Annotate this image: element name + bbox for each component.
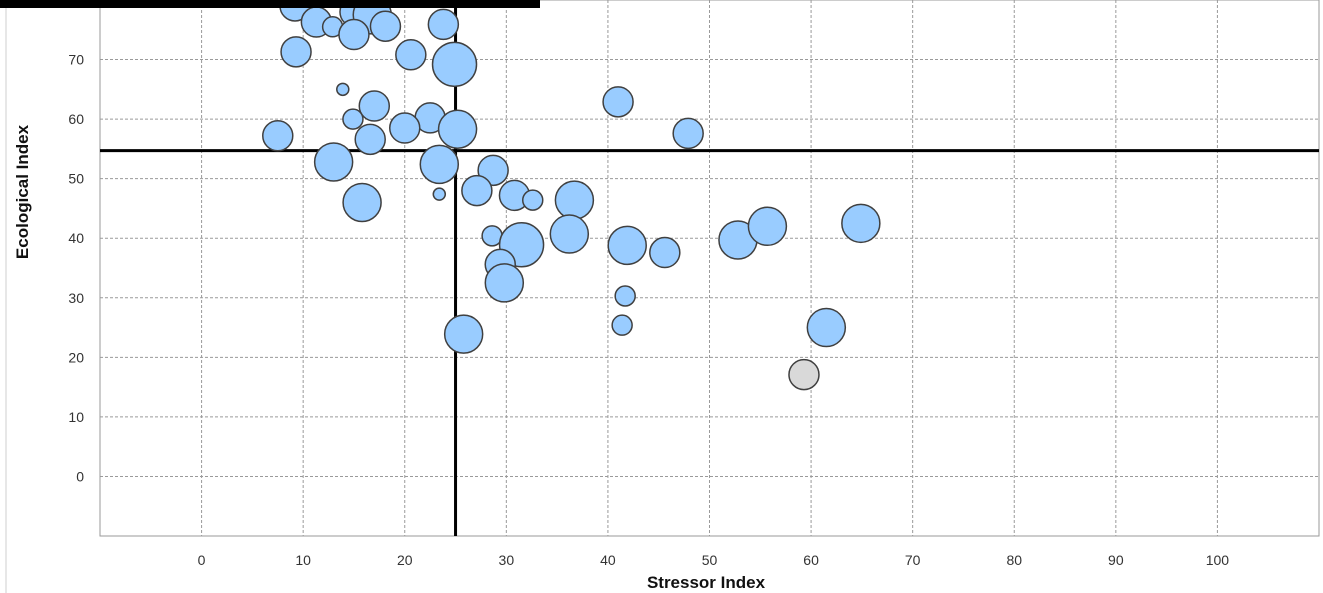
bubble: [747, 206, 788, 247]
bubble: [607, 225, 647, 266]
bubble: [369, 10, 402, 42]
y-tick-label: 50: [68, 171, 84, 187]
bubble: [611, 314, 633, 336]
bubble: [549, 214, 590, 254]
x-tick-label: 70: [905, 552, 921, 568]
x-tick-label: 10: [295, 552, 311, 568]
bubble: [806, 307, 847, 348]
y-tick-label: 70: [68, 52, 84, 68]
x-tick-labels: 0 10 20 30 40 50 60 70 80 90 100: [198, 552, 1230, 568]
bubble: [358, 90, 391, 122]
x-tick-label: 80: [1006, 552, 1022, 568]
bubble: [354, 123, 386, 156]
reference-lines: [100, 0, 1319, 536]
bubble: [395, 39, 427, 71]
bubble: [313, 142, 354, 182]
bubble: [461, 174, 493, 207]
bubble: [521, 189, 544, 211]
x-tick-label: 0: [198, 552, 206, 568]
bubble: [342, 108, 364, 130]
bubble: [443, 314, 484, 354]
bubble: [419, 144, 460, 185]
x-tick-label: 20: [397, 552, 413, 568]
gridlines: [99, 0, 1320, 537]
bubble: [672, 117, 704, 150]
y-tick-label: 60: [68, 111, 84, 127]
bubble: [342, 182, 382, 223]
x-tick-label: 40: [600, 552, 616, 568]
bubble: [280, 36, 312, 68]
bubble: [431, 41, 478, 88]
x-tick-label: 60: [803, 552, 819, 568]
x-tick-label: 100: [1206, 552, 1230, 568]
y-tick-label: 40: [68, 230, 84, 246]
bubble: [432, 187, 447, 201]
bubble: [602, 86, 634, 118]
bubble: [338, 18, 370, 51]
bubble: [841, 203, 881, 244]
y-axis-title: Ecological Index: [13, 124, 32, 259]
x-tick-label: 30: [499, 552, 515, 568]
x-tick-label: 90: [1108, 552, 1124, 568]
y-tick-label: 0: [76, 468, 84, 484]
y-tick-label: 30: [68, 290, 84, 306]
bubble: [262, 120, 294, 152]
bubble: [427, 8, 460, 41]
bubble: [554, 180, 595, 220]
y-tick-label: 10: [68, 409, 84, 425]
bubble-highlight: [788, 358, 820, 391]
bubble: [649, 236, 681, 269]
x-axis-title: Stressor Index: [647, 573, 766, 592]
bubble: [614, 285, 636, 307]
bubble: [389, 112, 421, 144]
header-bar: [0, 0, 540, 8]
bubbles: [262, 0, 881, 391]
bubble: [437, 109, 478, 149]
bubble: [484, 263, 525, 303]
x-tick-label: 50: [702, 552, 718, 568]
y-tick-label: 20: [68, 349, 84, 365]
bubble: [336, 82, 350, 97]
